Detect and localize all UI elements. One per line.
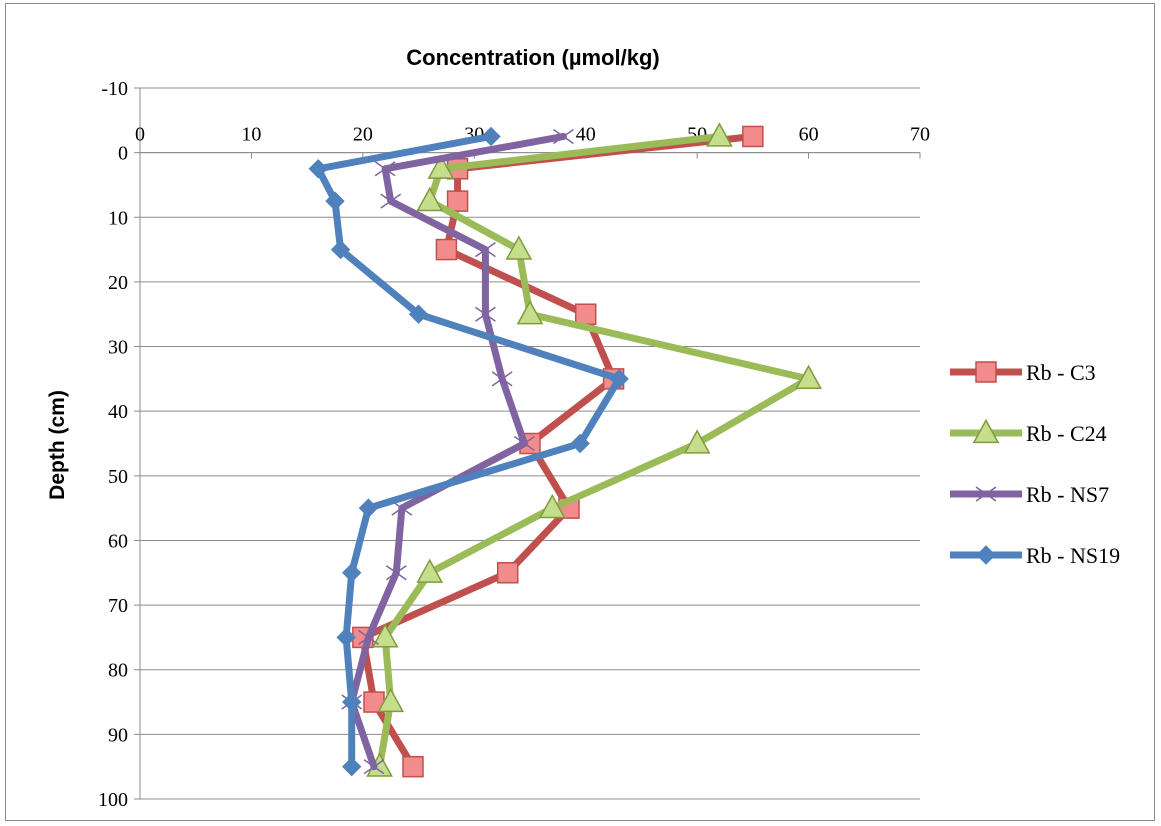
series-line (314, 132, 623, 771)
x-tick-label: 0 (135, 123, 145, 145)
legend-label: Rb - NS7 (1026, 482, 1109, 507)
legend-marker (975, 486, 997, 502)
data-point (363, 759, 385, 775)
data-point (416, 186, 444, 212)
chart-frame (5, 3, 1155, 821)
y-tick-label: 100 (98, 789, 128, 811)
data-point (377, 687, 405, 713)
x-tick-label: 20 (353, 123, 373, 145)
data-point (516, 300, 544, 325)
data-point (481, 126, 501, 147)
data-point (308, 159, 328, 179)
x-tick-label: 10 (241, 123, 261, 145)
data-point (446, 190, 469, 212)
series-rb-ns19 (308, 126, 629, 777)
data-point (336, 627, 356, 648)
data-point (342, 692, 362, 712)
y-axis-label: Depth (cm) (46, 390, 69, 500)
legend-marker (972, 418, 1000, 444)
x-tick-label: 40 (576, 123, 596, 145)
y-tick-label: 10 (108, 207, 128, 229)
y-tick-label: 70 (108, 595, 128, 617)
data-point (385, 565, 407, 581)
y-tick-label: 90 (108, 724, 128, 746)
y-tick-label: 20 (108, 272, 128, 294)
chart-title: Concentration (µmol/kg) (406, 45, 659, 70)
series-line (348, 132, 567, 771)
data-point (513, 435, 535, 452)
data-point (742, 125, 764, 148)
data-point (380, 193, 402, 209)
series-rb-ns7 (341, 128, 574, 775)
legend-item: Rb - C24 (950, 418, 1107, 446)
legend-marker (975, 361, 997, 383)
y-tick-label: 80 (108, 660, 128, 682)
data-point (408, 304, 429, 324)
data-point (795, 364, 822, 389)
legend-item: Rb - C3 (950, 360, 1096, 385)
y-tick-label: 0 (118, 143, 128, 165)
legend-marker (976, 545, 996, 565)
y-tick-label: 60 (108, 530, 128, 552)
data-point (474, 241, 496, 258)
data-point (496, 562, 519, 584)
data-point (683, 429, 711, 454)
data-point (325, 191, 345, 211)
x-tick-label: 70 (910, 123, 930, 145)
y-tick-label: 40 (108, 401, 128, 423)
y-tick-label: -10 (101, 78, 128, 100)
data-point (570, 433, 590, 454)
series-layer (308, 122, 822, 778)
data-point (374, 161, 396, 177)
data-point (491, 371, 513, 387)
data-point (357, 629, 379, 646)
data-point (538, 493, 566, 519)
data-point (342, 756, 362, 777)
data-point (706, 122, 733, 147)
data-point (371, 623, 399, 648)
legend: Rb - C3 Rb - C24 Rb - NS7 Rb - NS19 (950, 360, 1120, 568)
legend-item: Rb - NS7 (950, 482, 1109, 507)
data-point (358, 498, 379, 518)
data-point (342, 563, 362, 583)
data-point (427, 154, 455, 179)
data-point (552, 128, 574, 145)
data-point (574, 303, 597, 325)
data-point (474, 306, 496, 322)
data-point (609, 369, 629, 389)
y-tick-label: 30 (108, 337, 128, 359)
data-point (435, 238, 458, 261)
legend-item: Rb - NS19 (950, 543, 1120, 568)
x-tick-label: 60 (799, 123, 819, 145)
legend-label: Rb - NS19 (1026, 543, 1120, 568)
data-point (416, 558, 444, 583)
data-point (505, 235, 533, 260)
data-point (330, 239, 351, 260)
legend-label: Rb - C3 (1026, 360, 1096, 385)
y-tick-label: 50 (108, 466, 128, 488)
series-rb-c24 (366, 122, 822, 777)
data-point (402, 755, 424, 778)
legend-label: Rb - C24 (1026, 421, 1107, 446)
